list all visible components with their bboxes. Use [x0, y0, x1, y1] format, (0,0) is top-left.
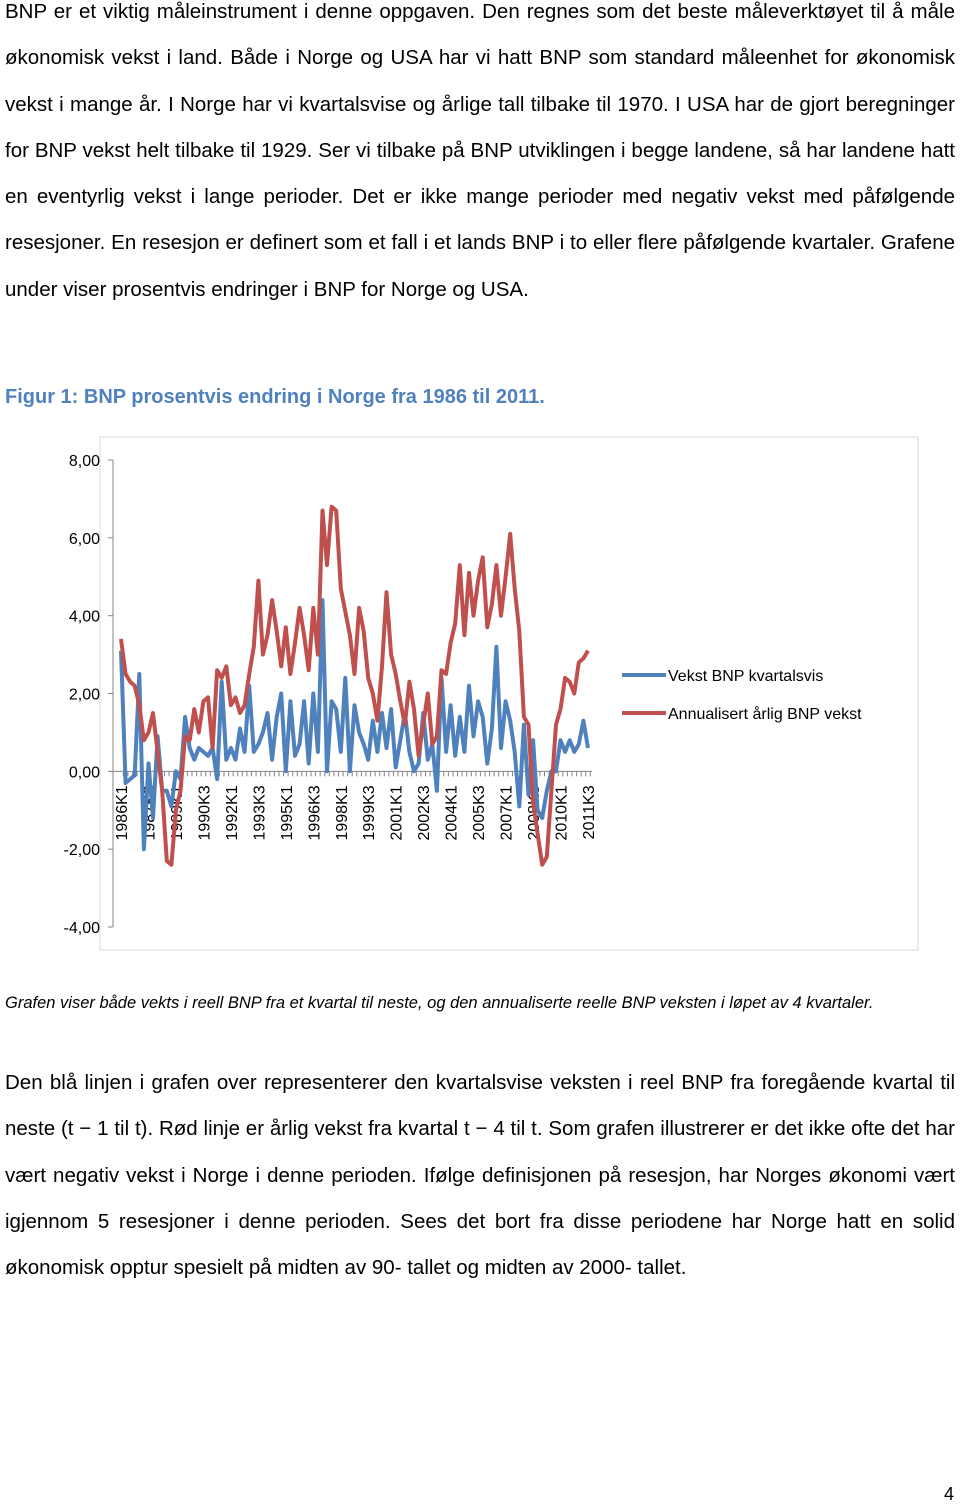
y-tick-label: 2,00 [69, 687, 100, 704]
x-tick-label: 2007K1 [499, 785, 516, 840]
series-line [119, 598, 590, 852]
page-number: 4 [943, 1484, 954, 1504]
x-tick-label: 1993K3 [251, 785, 268, 840]
x-tick-label: 2004K1 [444, 785, 461, 840]
x-tick-label: 2005K3 [471, 785, 488, 840]
x-tick-label: 2002K3 [416, 785, 433, 840]
figure-title: Figur 1: BNP prosentvis endring i Norge … [5, 386, 545, 408]
series-line [119, 504, 590, 867]
caption: Grafen viser både vekts i reell BNP fra … [5, 994, 874, 1012]
y-tick-label: 4,00 [69, 609, 100, 626]
x-tick-label: 1999K3 [361, 785, 378, 840]
legend-label: Vekst BNP kvartalsvis [668, 668, 823, 685]
y-tick-label: -4,00 [64, 920, 101, 937]
y-tick-label: 6,00 [69, 531, 100, 548]
x-tick-label: 1992K1 [224, 785, 241, 840]
paragraph: BNP er et viktig måleinstrument i denne … [5, 0, 955, 301]
x-tick-label: 2011K3 [581, 785, 598, 839]
x-tick-label: 1996K3 [306, 785, 323, 840]
y-tick-label: 8,00 [69, 453, 100, 470]
chart-frame [99, 436, 919, 951]
x-tick-label: 1990K3 [196, 785, 213, 840]
x-tick-label: 2010K1 [554, 785, 571, 840]
x-tick-label: 2001K1 [389, 785, 406, 840]
y-tick-label: 0,00 [69, 764, 100, 781]
paragraph: Den blå linjen i grafen over representer… [5, 1071, 955, 1280]
y-tick-label: -2,00 [64, 842, 101, 859]
x-tick-label: 1986K1 [114, 785, 131, 840]
x-tick-label: 1995K1 [279, 785, 296, 840]
legend-label: Annualisert årlig BNP vekst [668, 705, 862, 723]
x-tick-label: 1998K1 [334, 785, 351, 840]
